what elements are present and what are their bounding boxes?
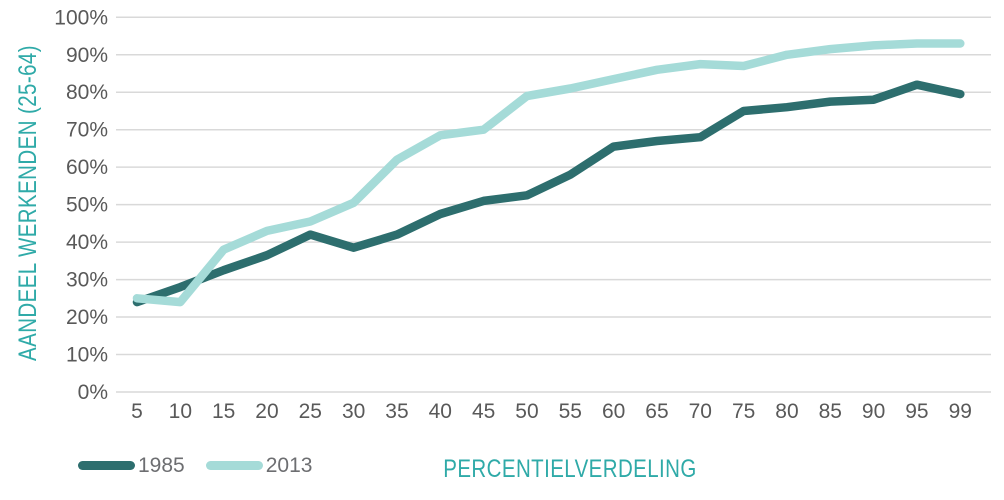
y-axis-title: AANDEEL WERKENDEN (25-64): [13, 45, 41, 361]
x-tick-label: 45: [472, 400, 495, 423]
y-tick-label: 90%: [66, 44, 108, 67]
x-tick-label: 85: [819, 400, 842, 423]
y-tick-label: 10%: [66, 344, 108, 367]
x-tick-label: 10: [169, 400, 192, 423]
x-tick-label: 5: [131, 400, 143, 423]
y-tick-label: 80%: [66, 81, 108, 104]
x-tick-label: 15: [212, 400, 235, 423]
x-axis-tick-labels: 5 10 15 20 25 30 35 40 45 50 55 60 65 70 75 80 85 90 95 99: [131, 400, 972, 423]
y-tick-label: 60%: [66, 156, 108, 179]
gridlines: [116, 16, 991, 393]
x-tick-label: 99: [949, 400, 972, 423]
x-tick-label: 80: [775, 400, 798, 423]
y-tick-label: 40%: [66, 231, 108, 254]
x-tick-label: 70: [689, 400, 712, 423]
series-line-1985: [132, 80, 965, 307]
y-tick-label: 30%: [66, 269, 108, 292]
x-tick-label: 25: [299, 400, 322, 423]
x-tick-label: 30: [342, 400, 365, 423]
x-tick-label: 40: [429, 400, 452, 423]
x-tick-label: 35: [385, 400, 408, 423]
x-tick-label: 65: [645, 400, 668, 423]
legend-swatch-1985: [78, 461, 135, 470]
y-tick-label: 70%: [66, 119, 108, 142]
x-tick-label: 75: [732, 400, 755, 423]
x-axis-title: PERCENTIELVERDELING: [443, 454, 696, 482]
x-tick-label: 20: [255, 400, 278, 423]
y-tick-label: 50%: [66, 194, 108, 217]
x-tick-label: 55: [559, 400, 582, 423]
legend-label: 2013: [265, 454, 313, 477]
y-tick-label: 20%: [66, 306, 108, 329]
x-tick-label: 60: [602, 400, 625, 423]
x-tick-label: 90: [862, 400, 885, 423]
legend-label: 1985: [138, 454, 185, 477]
y-axis-tick-labels: 0% 10% 20% 30% 40% 50% 60% 70% 80% 90% 100%: [54, 6, 108, 404]
series-lines: [132, 39, 965, 307]
x-tick-label: 95: [905, 400, 928, 423]
x-tick-label: 50: [515, 400, 538, 423]
y-tick-label: 0%: [78, 381, 108, 404]
legend-swatch-2013: [205, 461, 263, 470]
series-line-2013: [132, 39, 965, 307]
y-tick-label: 100%: [54, 6, 108, 29]
legend: 1985 2013: [78, 455, 312, 476]
legend-item-1985: 1985: [78, 455, 185, 476]
legend-item-2013: 2013: [205, 454, 313, 477]
